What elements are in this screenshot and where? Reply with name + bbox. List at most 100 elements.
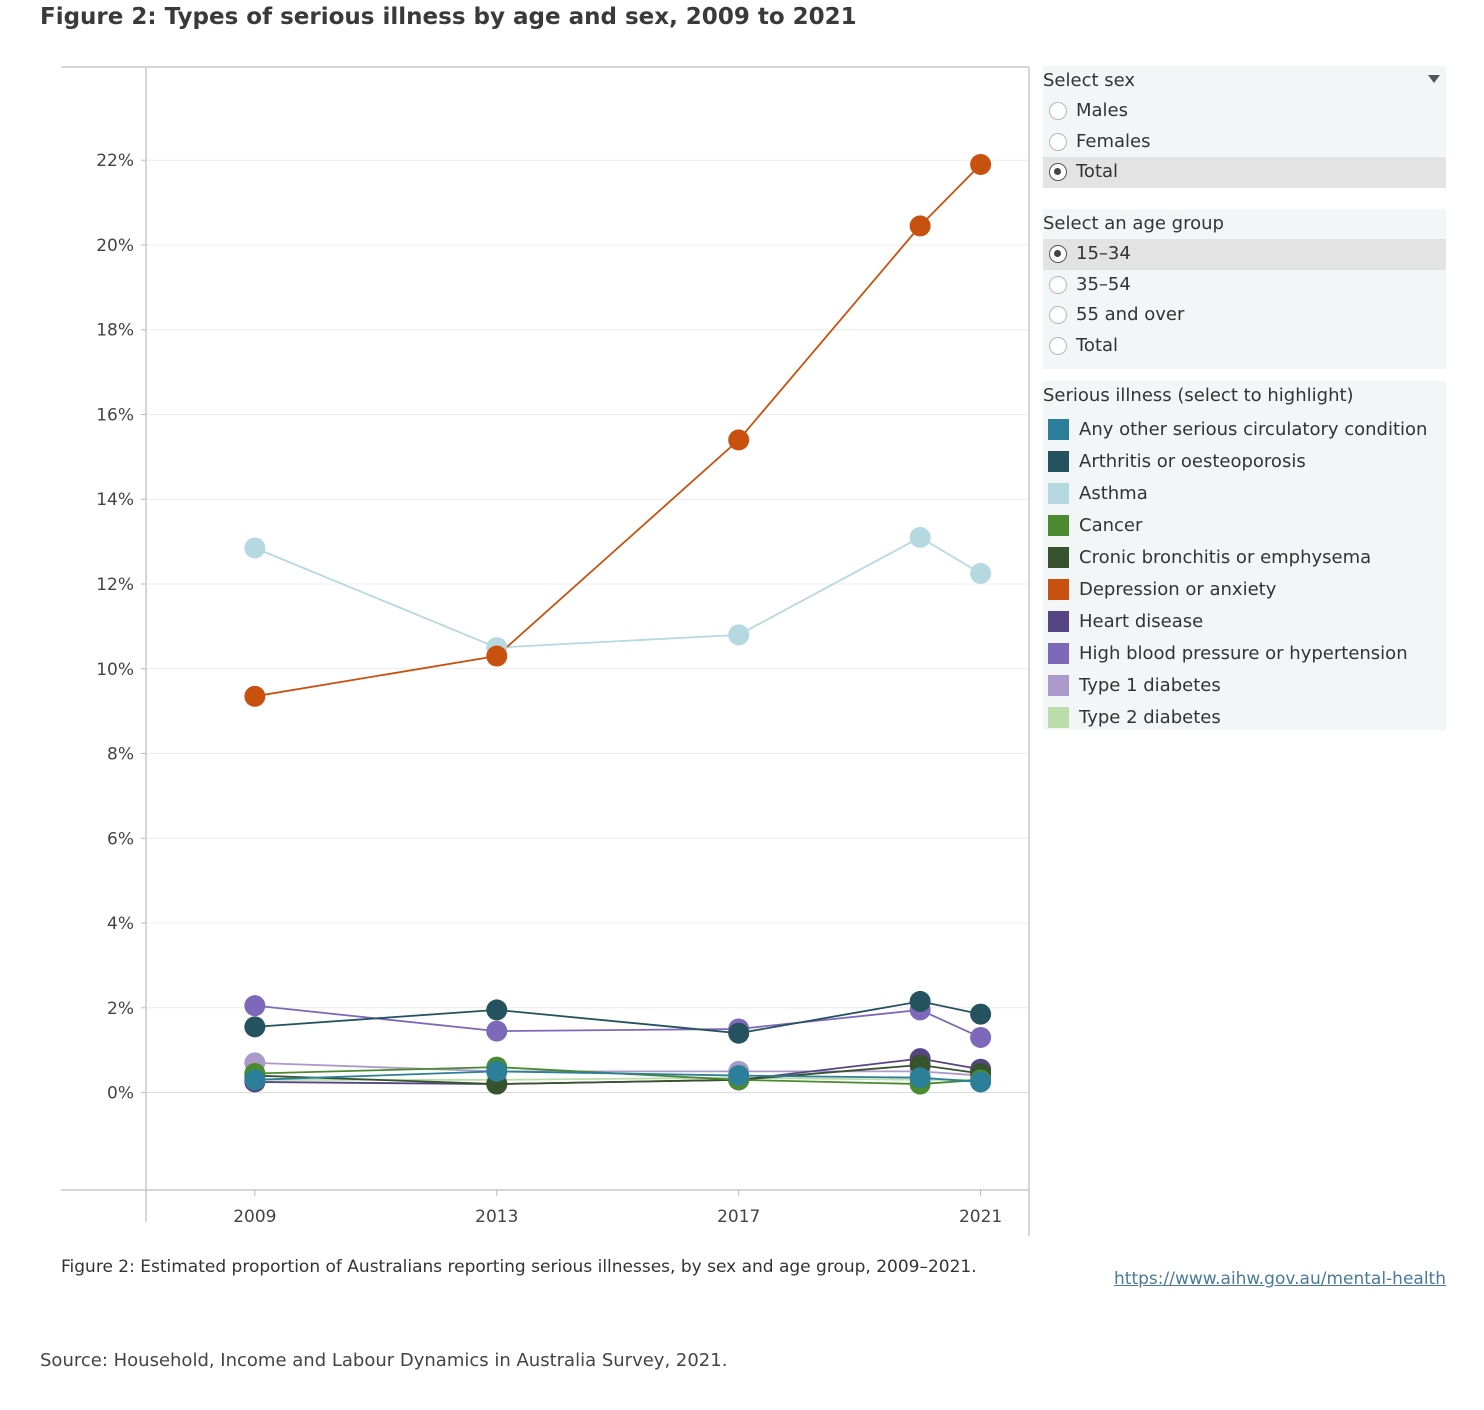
data-point bbox=[970, 1003, 992, 1025]
data-point bbox=[909, 990, 931, 1012]
y-tick-label: 8% bbox=[107, 745, 134, 765]
data-point bbox=[909, 215, 931, 237]
age-option[interactable]: Total bbox=[1043, 331, 1446, 362]
data-point bbox=[486, 999, 508, 1021]
tick-labels: 0% 2% 4% 6% 8% 10% 12% 14% 16% 18% 20% 22% 2009 2013 2… bbox=[96, 151, 1002, 1227]
radio-button-icon[interactable] bbox=[1049, 163, 1067, 182]
age-filter-title: Select an age group bbox=[1043, 209, 1446, 239]
sex-filter-label: Select sex bbox=[1043, 70, 1136, 91]
data-point bbox=[244, 685, 266, 707]
legend-item[interactable]: Asthma bbox=[1043, 477, 1446, 509]
x-tick-label: 2017 bbox=[717, 1207, 760, 1227]
legend-swatch bbox=[1048, 706, 1069, 728]
legend-item[interactable]: Heart disease bbox=[1043, 605, 1446, 637]
y-tick-label: 16% bbox=[96, 405, 134, 425]
data-point bbox=[970, 562, 992, 584]
data-point bbox=[486, 1060, 508, 1082]
data-point bbox=[486, 645, 508, 667]
y-tick-label: 10% bbox=[96, 660, 134, 680]
legend-item[interactable]: Type 2 diabetes bbox=[1043, 701, 1446, 733]
data-point bbox=[244, 995, 266, 1017]
age-option[interactable]: 35–54 bbox=[1043, 270, 1446, 301]
age-option-label: Total bbox=[1076, 334, 1119, 356]
data-point bbox=[244, 1069, 266, 1091]
legend-label: Asthma bbox=[1079, 482, 1148, 504]
legend-swatch bbox=[1048, 674, 1069, 696]
legend-label: Cronic bronchitis or emphysema bbox=[1079, 546, 1372, 568]
radio-button-icon[interactable] bbox=[1049, 245, 1067, 264]
figure-caption: Figure 2: Estimated proportion of Austra… bbox=[61, 1257, 977, 1277]
series-line bbox=[254, 163, 982, 698]
data-point bbox=[244, 1016, 266, 1038]
legend-label: Cancer bbox=[1079, 514, 1143, 536]
radio-button-icon[interactable] bbox=[1049, 306, 1067, 325]
age-option[interactable]: 15–34 bbox=[1043, 239, 1446, 270]
y-tick-label: 4% bbox=[107, 914, 134, 934]
legend-swatch bbox=[1048, 642, 1069, 664]
data-point bbox=[909, 1067, 931, 1089]
legend-swatch bbox=[1048, 610, 1069, 632]
legend-item[interactable]: High blood pressure or hypertension bbox=[1043, 637, 1446, 669]
age-filter-label: Select an age group bbox=[1043, 213, 1224, 234]
legend-swatch bbox=[1048, 450, 1069, 472]
data-point bbox=[244, 537, 266, 559]
legend-item[interactable]: Depression or anxiety bbox=[1043, 573, 1446, 605]
y-tick-label: 2% bbox=[107, 999, 134, 1019]
legend-title-label: Serious illness (select to highlight) bbox=[1043, 385, 1354, 406]
series-lines bbox=[244, 153, 992, 1095]
sex-filter-title: Select sex bbox=[1043, 66, 1446, 96]
data-point bbox=[728, 1022, 750, 1044]
age-option-label: 35–54 bbox=[1076, 273, 1131, 295]
legend-swatch bbox=[1048, 546, 1069, 568]
legend-label: Type 1 diabetes bbox=[1079, 674, 1221, 696]
x-tick-label: 2009 bbox=[233, 1207, 276, 1227]
radio-button-icon[interactable] bbox=[1049, 132, 1067, 151]
legend: Serious illness (select to highlight) An… bbox=[1043, 381, 1446, 730]
data-point bbox=[970, 1071, 992, 1093]
sex-option-label: Males bbox=[1076, 100, 1129, 122]
legend-label: Heart disease bbox=[1079, 610, 1204, 632]
legend-label: Any other serious circulatory condition bbox=[1079, 418, 1428, 440]
age-option-label: 15–34 bbox=[1076, 243, 1131, 265]
age-option[interactable]: 55 and over bbox=[1043, 300, 1446, 331]
sex-option-label: Females bbox=[1076, 130, 1151, 152]
sex-option-label: Total bbox=[1076, 161, 1119, 183]
sex-filter: Select sex Males Females Total bbox=[1043, 66, 1446, 188]
sex-option[interactable]: Total bbox=[1043, 157, 1446, 188]
sex-option[interactable]: Males bbox=[1043, 96, 1446, 127]
data-point bbox=[970, 1026, 992, 1048]
legend-label: Depression or anxiety bbox=[1079, 578, 1277, 600]
data-point bbox=[909, 526, 931, 548]
data-point bbox=[728, 1065, 750, 1087]
legend-label: High blood pressure or hypertension bbox=[1079, 642, 1408, 664]
chevron-down-icon[interactable] bbox=[1428, 75, 1440, 83]
y-tick-label: 12% bbox=[96, 575, 134, 595]
source-note: Source: Household, Income and Labour Dyn… bbox=[40, 1350, 728, 1371]
legend-item[interactable]: Type 1 diabetes bbox=[1043, 669, 1446, 701]
data-point bbox=[486, 1020, 508, 1042]
data-point bbox=[970, 153, 992, 175]
y-tick-label: 0% bbox=[107, 1084, 134, 1104]
sex-option[interactable]: Females bbox=[1043, 127, 1446, 158]
y-tick-label: 6% bbox=[107, 829, 134, 849]
legend-swatch bbox=[1048, 578, 1069, 600]
legend-item[interactable]: Any other serious circulatory condition bbox=[1043, 413, 1446, 445]
axes bbox=[61, 66, 1030, 1236]
y-tick-label: 20% bbox=[96, 236, 134, 256]
x-tick-label: 2021 bbox=[959, 1207, 1002, 1227]
source-link[interactable]: https://www.aihw.gov.au/mental-health bbox=[1114, 1269, 1446, 1289]
legend-item[interactable]: Cancer bbox=[1043, 509, 1446, 541]
line-chart: 0% 2% 4% 6% 8% 10% 12% 14% 16% 18% 20% 22% 2009 2013 2… bbox=[61, 66, 1030, 1236]
data-point bbox=[728, 429, 750, 451]
series-line bbox=[254, 1064, 981, 1085]
y-tick-label: 18% bbox=[96, 321, 134, 341]
legend-swatch bbox=[1048, 482, 1069, 504]
legend-label: Type 2 diabetes bbox=[1079, 706, 1221, 728]
radio-button-icon[interactable] bbox=[1049, 275, 1067, 294]
x-tick-label: 2013 bbox=[475, 1207, 518, 1227]
radio-button-icon[interactable] bbox=[1049, 336, 1067, 355]
data-point bbox=[728, 624, 750, 646]
radio-button-icon[interactable] bbox=[1049, 102, 1067, 121]
legend-item[interactable]: Arthritis or oesteoporosis bbox=[1043, 445, 1446, 477]
legend-item[interactable]: Cronic bronchitis or emphysema bbox=[1043, 541, 1446, 573]
